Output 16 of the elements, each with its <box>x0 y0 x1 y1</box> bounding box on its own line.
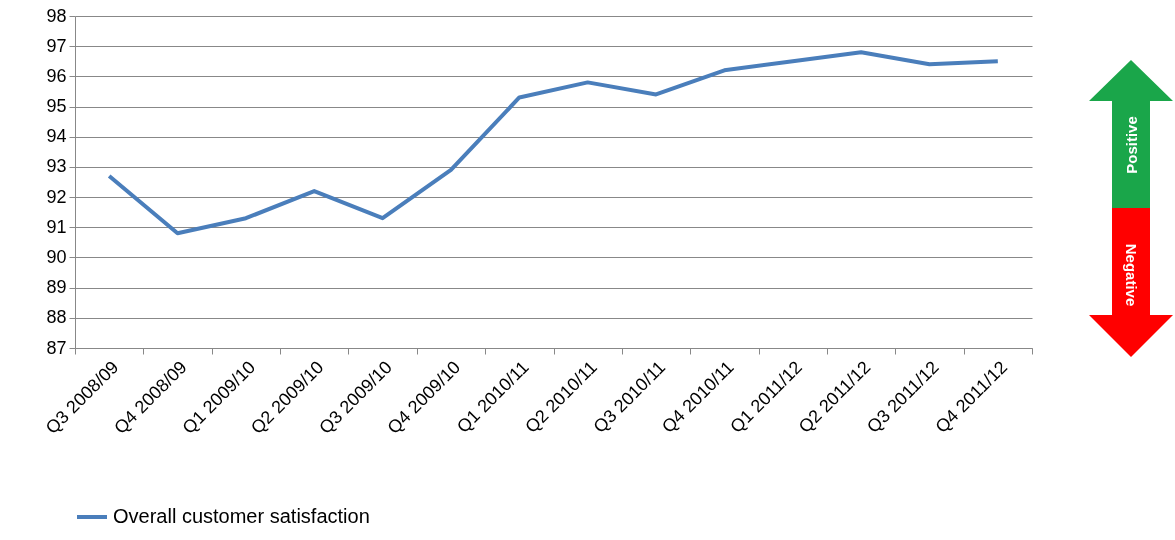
legend-label: Overall customer satisfaction <box>113 505 370 527</box>
line-series <box>107 50 1000 236</box>
y-tick-label: 93 <box>46 156 67 177</box>
y-tick-label: 87 <box>46 337 67 358</box>
text: Negative <box>1122 243 1140 307</box>
y-tick-label: 96 <box>46 65 67 86</box>
y-tick-label: 89 <box>46 277 67 298</box>
y-tick-label: 98 <box>46 5 67 26</box>
y-tick-label: 94 <box>46 126 67 147</box>
y-tick-label: 90 <box>46 246 67 267</box>
y-tick-label: 92 <box>46 186 67 207</box>
y-tick-label: 88 <box>46 307 67 328</box>
text: Positive <box>1122 116 1140 174</box>
y-tick-label: 91 <box>46 216 67 237</box>
y-tick-label: 97 <box>46 35 67 56</box>
y-tick-label: 95 <box>46 96 67 117</box>
